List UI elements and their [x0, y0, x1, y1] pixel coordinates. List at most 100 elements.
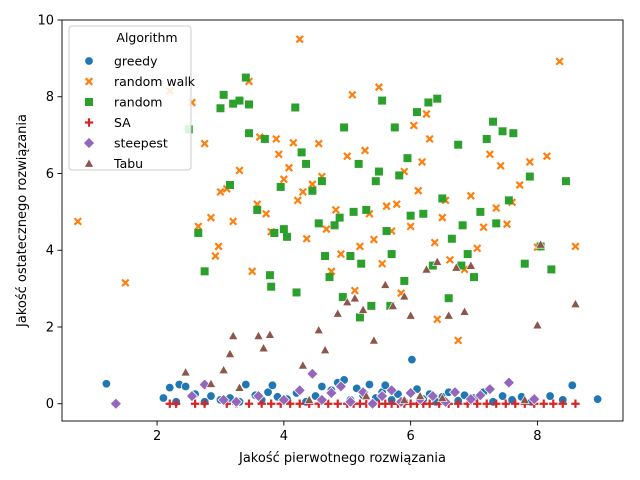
legend-label: greedy: [114, 54, 158, 69]
series-Tabu: [180, 239, 581, 404]
data-point: [346, 251, 355, 260]
data-point: [501, 399, 510, 408]
data-point: [458, 221, 467, 230]
data-point: [438, 194, 447, 203]
data-point: [511, 399, 520, 408]
data-point: [211, 251, 220, 261]
axis-ticks: 2 4 6 8 0 2 4 6 8 10: [37, 14, 541, 445]
data-point: [412, 108, 421, 117]
data-point: [421, 264, 432, 274]
data-point: [257, 399, 266, 408]
data-point: [426, 389, 439, 403]
x-tick-label: 2: [153, 429, 161, 444]
data-point: [400, 276, 409, 285]
data-point: [375, 389, 389, 403]
data-point: [405, 310, 416, 320]
data-point: [571, 399, 580, 408]
legend-entry: greedy: [84, 54, 158, 69]
data-point: [274, 150, 283, 159]
data-point: [333, 399, 342, 408]
data-point: [425, 134, 434, 144]
data-point: [349, 292, 360, 303]
data-point: [395, 171, 404, 180]
data-point: [270, 228, 279, 237]
data-point: [432, 256, 443, 266]
data-point: [354, 159, 363, 168]
data-point: [497, 391, 508, 401]
data-point: [200, 267, 209, 276]
data-point: [361, 390, 372, 401]
data-point: [313, 324, 324, 335]
data-point: [445, 255, 455, 264]
legend-marker: [84, 77, 94, 86]
data-point: [330, 221, 339, 230]
data-point: [547, 265, 556, 274]
data-point: [224, 348, 236, 358]
series-steepest: [109, 367, 541, 410]
data-point: [549, 399, 558, 408]
data-point: [319, 344, 331, 354]
data-point: [489, 117, 498, 126]
data-point: [304, 394, 315, 404]
data-point: [406, 211, 415, 220]
data-point: [206, 391, 216, 401]
data-point: [403, 154, 412, 163]
legend-label: SA: [114, 115, 131, 130]
legend-marker: [83, 158, 95, 168]
data-point: [464, 392, 478, 406]
data-point: [322, 225, 331, 234]
data-point: [463, 250, 472, 259]
data-point: [492, 203, 501, 213]
data-point: [308, 180, 317, 189]
data-point: [570, 298, 581, 308]
data-point: [234, 382, 245, 392]
data-point: [336, 249, 345, 259]
data-point: [380, 380, 390, 391]
data-point: [415, 390, 426, 401]
data-point: [350, 286, 359, 295]
data-point: [592, 394, 603, 404]
data-point: [362, 205, 371, 214]
data-point: [371, 177, 380, 186]
legend-entry: SA: [84, 115, 131, 130]
data-point: [219, 90, 228, 99]
data-point: [366, 397, 379, 410]
data-point: [374, 83, 384, 92]
data-point: [194, 222, 203, 231]
data-point: [302, 159, 311, 168]
y-tick-label: 10: [37, 14, 54, 29]
data-point: [406, 222, 415, 231]
data-point: [260, 134, 269, 143]
data-point: [276, 182, 285, 191]
data-point: [245, 100, 253, 109]
data-point: [217, 393, 230, 407]
data-point: [444, 294, 453, 303]
data-point: [218, 364, 229, 374]
data-point: [253, 330, 264, 340]
data-point: [348, 90, 357, 99]
data-point: [325, 386, 338, 400]
x-tick-label: 8: [533, 429, 541, 444]
legend-entry: random walk: [84, 74, 196, 89]
data-point: [392, 200, 401, 209]
legend-entry: Tabu: [83, 156, 143, 171]
data-point: [364, 379, 375, 390]
data-point: [443, 310, 454, 320]
y-tick-label: 8: [46, 90, 54, 105]
data-point: [378, 96, 387, 105]
data-point: [378, 259, 387, 268]
legend-entry: steepest: [82, 136, 168, 151]
data-point: [369, 235, 378, 244]
data-point: [454, 336, 463, 345]
legend-marker: [82, 136, 96, 150]
data-point: [185, 389, 199, 403]
plot-area: [73, 35, 603, 410]
data-point: [180, 381, 191, 392]
y-tick-label: 4: [46, 244, 54, 259]
data-point: [482, 134, 491, 143]
data-point: [525, 157, 534, 167]
data-point: [206, 213, 216, 222]
data-point: [453, 399, 463, 408]
data-point: [492, 219, 501, 228]
data-point: [430, 238, 439, 247]
